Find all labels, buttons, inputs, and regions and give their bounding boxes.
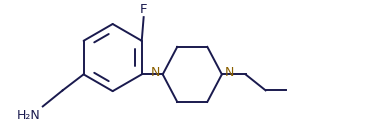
Text: N: N bbox=[224, 66, 234, 79]
Text: H₂N: H₂N bbox=[17, 109, 40, 122]
Text: F: F bbox=[140, 3, 147, 16]
Text: N: N bbox=[151, 66, 160, 79]
